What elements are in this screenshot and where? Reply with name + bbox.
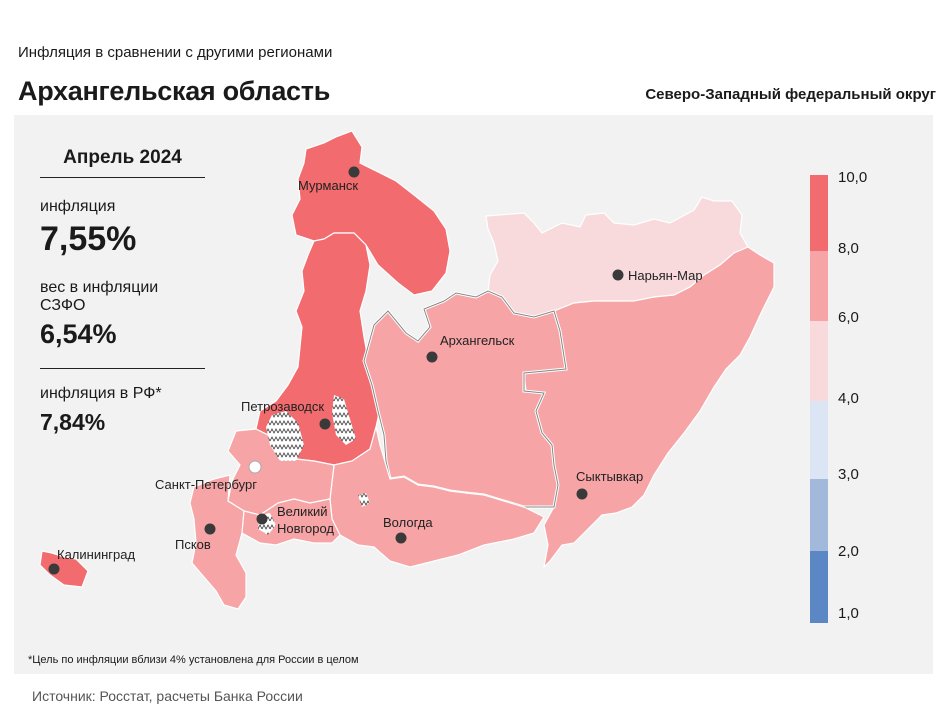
legend-bin-1-2 [810, 551, 828, 623]
legend-bin-2-3 [810, 479, 828, 551]
lake-beloye [358, 493, 370, 507]
region-pskov[interactable] [189, 474, 247, 610]
city-saint-petersburg[interactable]: Санкт-Петербург [155, 477, 257, 492]
region-kaliningrad[interactable] [39, 550, 89, 588]
city-arkhangelsk[interactable]: Архангельск [426, 333, 515, 363]
map-panel: Мурманск Нарьян-Мар Архангельск Петрозав… [14, 115, 933, 674]
city-kaliningrad[interactable]: Калининград [48, 547, 136, 575]
weight-label: вес в инфляции СЗФО [40, 279, 159, 314]
divider [40, 368, 205, 369]
city-label: Псков [175, 537, 211, 552]
legend-label: 6,0 [838, 309, 859, 326]
city-label: Великий [277, 504, 328, 519]
page-title: Архангельская область [18, 76, 330, 106]
footnote: *Цель по инфляции вблизи 4% установлена … [28, 654, 359, 666]
city-label: Санкт-Петербург [155, 477, 257, 492]
period-label: Апрель 2024 [40, 147, 205, 178]
weight-value: 6,54% [40, 319, 117, 349]
region-map: Мурманск Нарьян-Мар Архангельск Петрозав… [39, 130, 775, 610]
lake-ladoga [266, 411, 304, 461]
spb-marker-ring [248, 460, 262, 474]
lake-onega [332, 395, 356, 445]
inflation-value: 7,55% [40, 220, 137, 258]
legend-bin-4-6 [810, 321, 828, 401]
city-naryan-mar[interactable]: Нарьян-Мар [612, 268, 703, 283]
region-murmansk[interactable] [291, 130, 451, 296]
legend-label: 4,0 [838, 390, 859, 407]
district-name: Северо-Западный федеральный округ [645, 86, 936, 103]
city-label: Калининград [57, 547, 135, 562]
legend-label: 2,0 [838, 543, 859, 560]
page-subtitle: Инфляция в сравнении с другими регионами [18, 44, 333, 61]
city-murmansk[interactable]: Мурманск [298, 166, 360, 194]
legend-bin-3-4 [810, 401, 828, 479]
legend-label: 1,0 [838, 605, 859, 622]
city-label: Вологда [383, 515, 433, 530]
city-veliky-novgorod[interactable]: Великий Новгород [256, 504, 335, 536]
legend-label: 8,0 [838, 240, 859, 257]
city-label: Сыктывкар [576, 469, 643, 484]
source-note: Источник: Росстат, расчеты Банка России [32, 688, 303, 704]
city-label: Нарьян-Мар [628, 268, 703, 283]
city-pskov[interactable]: Псков [175, 523, 216, 553]
legend-label: 10,0 [838, 169, 868, 186]
color-legend: 10,0 8,0 6,0 4,0 3,0 2,0 1,0 [810, 169, 867, 623]
region-vologda[interactable] [329, 426, 545, 568]
legend-label: 3,0 [838, 466, 859, 483]
city-label: Мурманск [298, 178, 358, 193]
rf-inflation-label: инфляция в РФ* [40, 385, 162, 402]
stats-card: Апрель 2024 инфляция 7,55% вес в инфляци… [40, 147, 205, 436]
city-syktyvkar[interactable]: Сыктывкар [576, 469, 643, 500]
inflation-label: инфляция [40, 198, 116, 215]
legend-bin-8-10 [810, 175, 828, 251]
city-vologda[interactable]: Вологда [383, 515, 433, 544]
region-arkhangelsk[interactable] [362, 289, 568, 509]
city-label: Петрозаводск [241, 399, 324, 414]
city-petrozavodsk[interactable]: Петрозаводск [241, 399, 331, 430]
city-label: Новгород [277, 521, 334, 536]
rf-inflation-value: 7,84% [40, 409, 106, 435]
legend-bin-6-8 [810, 251, 828, 321]
city-label: Архангельск [440, 333, 515, 348]
